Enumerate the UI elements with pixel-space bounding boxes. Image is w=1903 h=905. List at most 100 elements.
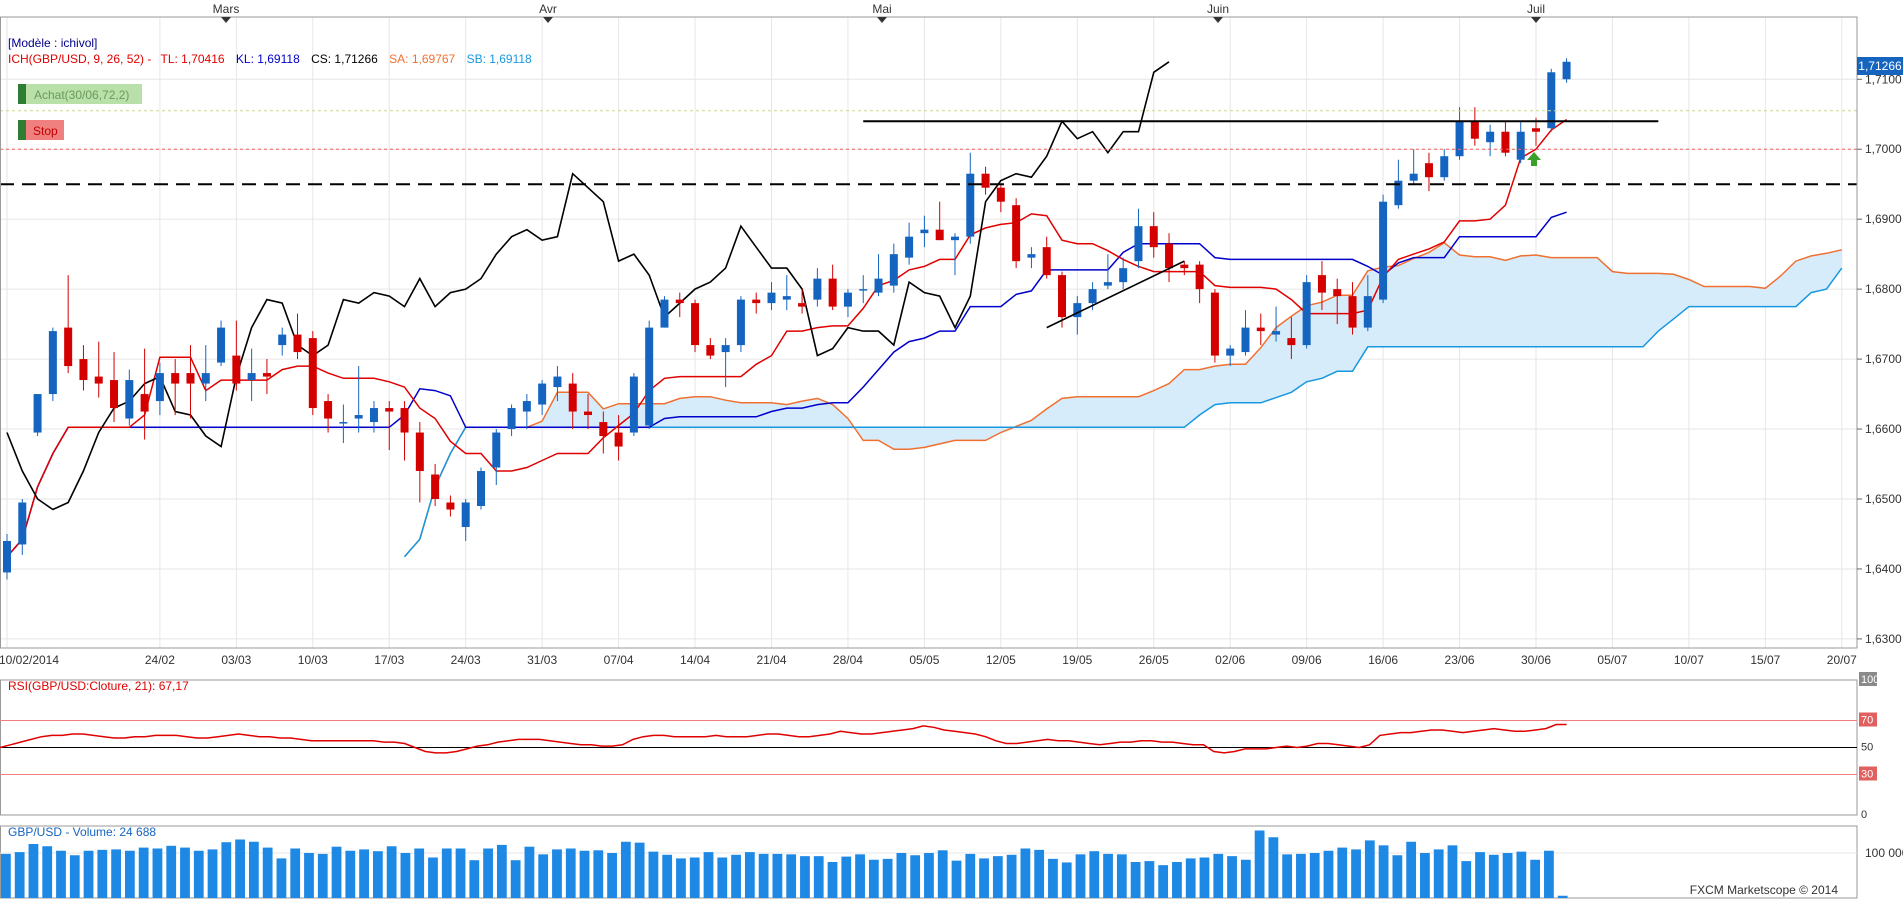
candle [217, 320, 226, 367]
month-marker-icon [1531, 17, 1541, 23]
volume-bar [510, 860, 521, 898]
volume-bar [1185, 858, 1196, 898]
volume-bar [1144, 861, 1155, 898]
candle [262, 359, 271, 395]
candle [79, 345, 88, 391]
candle-body [369, 408, 378, 423]
candle-body [110, 380, 119, 409]
volume-bar [180, 847, 190, 898]
volume-bar [1061, 862, 1072, 898]
candle-body [1088, 289, 1097, 304]
candle-body [981, 173, 990, 188]
candle [935, 201, 944, 241]
volume-bar [1034, 849, 1045, 898]
volume-bar [965, 853, 976, 898]
candle [599, 411, 608, 454]
candle [1302, 275, 1311, 349]
candle-body [94, 376, 103, 384]
price-tick-label: 1,6500 [1865, 492, 1902, 506]
candle [706, 338, 715, 360]
candle [492, 429, 501, 486]
candle [889, 243, 898, 293]
candle-body [1470, 121, 1479, 139]
candle [232, 320, 241, 391]
current-price-tag: 1,71266 [1857, 57, 1903, 75]
volume-bar [634, 842, 645, 898]
volume-bar [676, 858, 686, 898]
candle [966, 152, 975, 244]
candle [1042, 236, 1051, 279]
candle [691, 299, 700, 353]
date-tick-label: 14/04 [680, 653, 710, 667]
price-tick-label: 1,6700 [1865, 352, 1902, 366]
volume-bar [1406, 841, 1417, 898]
volume-bar [69, 855, 80, 898]
candle-body [3, 540, 11, 573]
candle-body [446, 502, 455, 510]
rsi-tick-label: 0 [1861, 809, 1867, 821]
candle [996, 184, 1005, 213]
candle-body [324, 401, 333, 419]
volume-bar [1475, 852, 1485, 898]
candle [920, 215, 929, 248]
volume-bar [331, 846, 342, 898]
candle-body [966, 173, 975, 237]
month-marker-icon [543, 17, 553, 23]
volume-bar [317, 853, 328, 898]
candle [48, 327, 57, 402]
date-tick-label: 05/05 [909, 653, 939, 667]
rsi-tick-label: 70 [1861, 715, 1873, 727]
volume-bar [552, 849, 562, 898]
candle [752, 292, 761, 314]
candle-body [889, 254, 898, 286]
candle-body [538, 383, 547, 405]
candle-body [843, 292, 852, 307]
volume-bar [896, 853, 907, 898]
candle [1226, 345, 1235, 367]
candle-body [1547, 72, 1556, 129]
volume-bar [1130, 862, 1141, 898]
candle [874, 254, 883, 297]
candle-body [522, 401, 531, 412]
candle [186, 345, 195, 419]
rsi-tick-label: 100 [1861, 674, 1879, 686]
candle-body [1287, 338, 1296, 346]
date-tick-label: 28/04 [833, 653, 863, 667]
chikou-span-line [6, 61, 1170, 511]
volume-bar [992, 856, 1003, 898]
candle [140, 348, 149, 440]
candle [950, 233, 959, 276]
candle [1562, 58, 1571, 83]
candle-body [1149, 226, 1158, 248]
volume-bar [1254, 830, 1265, 898]
date-tick-label: 31/03 [527, 653, 557, 667]
volume-bar [758, 853, 769, 898]
buy-order-marker[interactable]: Achat(30/06,72,2) [18, 84, 142, 104]
candle-body [18, 502, 27, 545]
candle-body [431, 474, 440, 499]
volume-bar [937, 850, 948, 898]
candle [476, 467, 485, 510]
volume-bar [1, 853, 11, 898]
buy-signal-arrow-icon [1527, 152, 1541, 166]
candle-body [1333, 289, 1342, 297]
candle-body [140, 394, 149, 412]
stop-order-marker[interactable]: Stop [18, 120, 64, 140]
month-label: Juil [1527, 2, 1545, 16]
candle [1287, 317, 1296, 360]
candle [584, 394, 593, 430]
candle [94, 341, 103, 398]
volume-bar [193, 850, 204, 898]
volume-bar [1488, 854, 1499, 898]
volume-bar [855, 854, 865, 898]
volume-bar [414, 848, 425, 898]
candle-body [721, 345, 730, 353]
rsi-tick-label: 30 [1861, 769, 1873, 781]
candle-body [645, 327, 654, 426]
price-tick-label: 1,6900 [1865, 212, 1902, 226]
candle-body [1241, 327, 1250, 353]
candle-body [736, 299, 745, 346]
kumo-cloud [404, 242, 1842, 557]
candle [400, 401, 409, 461]
